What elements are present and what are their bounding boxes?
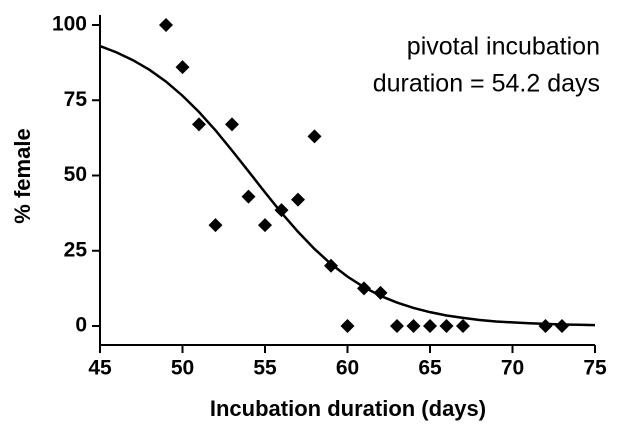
data-point xyxy=(291,192,305,207)
y-tick-label: 25 xyxy=(64,238,88,261)
x-tick-label: 60 xyxy=(336,357,359,380)
y-tick-label: 50 xyxy=(64,163,87,186)
data-point xyxy=(423,319,437,333)
x-tick-label: 65 xyxy=(418,357,442,380)
x-tick-label: 50 xyxy=(171,357,194,380)
data-point xyxy=(175,60,190,75)
data-point xyxy=(373,285,388,300)
x-tick-label: 55 xyxy=(253,357,277,380)
x-tick-label: 45 xyxy=(88,357,112,380)
x-tick-label: 75 xyxy=(583,357,607,380)
data-point xyxy=(390,319,404,333)
data-point xyxy=(357,281,371,296)
data-point xyxy=(192,117,206,132)
data-point xyxy=(225,117,239,132)
data-point xyxy=(274,203,289,218)
y-tick-label: 100 xyxy=(52,13,87,36)
data-point xyxy=(208,218,223,233)
y-tick-label: 0 xyxy=(75,314,87,337)
data-point xyxy=(307,129,322,144)
data-point xyxy=(258,218,272,233)
data-point xyxy=(340,319,355,333)
y-tick-label: 75 xyxy=(64,88,88,111)
x-tick-label: 70 xyxy=(501,357,524,380)
annotation: duration = 54.2 days xyxy=(373,70,600,98)
data-point xyxy=(439,319,454,333)
data-point xyxy=(555,319,569,333)
data-point xyxy=(324,258,338,273)
data-point xyxy=(159,18,173,32)
data-point xyxy=(241,189,256,204)
data-point xyxy=(406,319,421,333)
data-point xyxy=(456,319,470,333)
y-axis-title: % female xyxy=(10,128,35,223)
fit-curve xyxy=(99,44,596,327)
x-axis-title: Incubation duration (days) xyxy=(210,396,486,421)
annotation: pivotal incubation xyxy=(407,33,600,61)
data-point xyxy=(538,319,553,333)
